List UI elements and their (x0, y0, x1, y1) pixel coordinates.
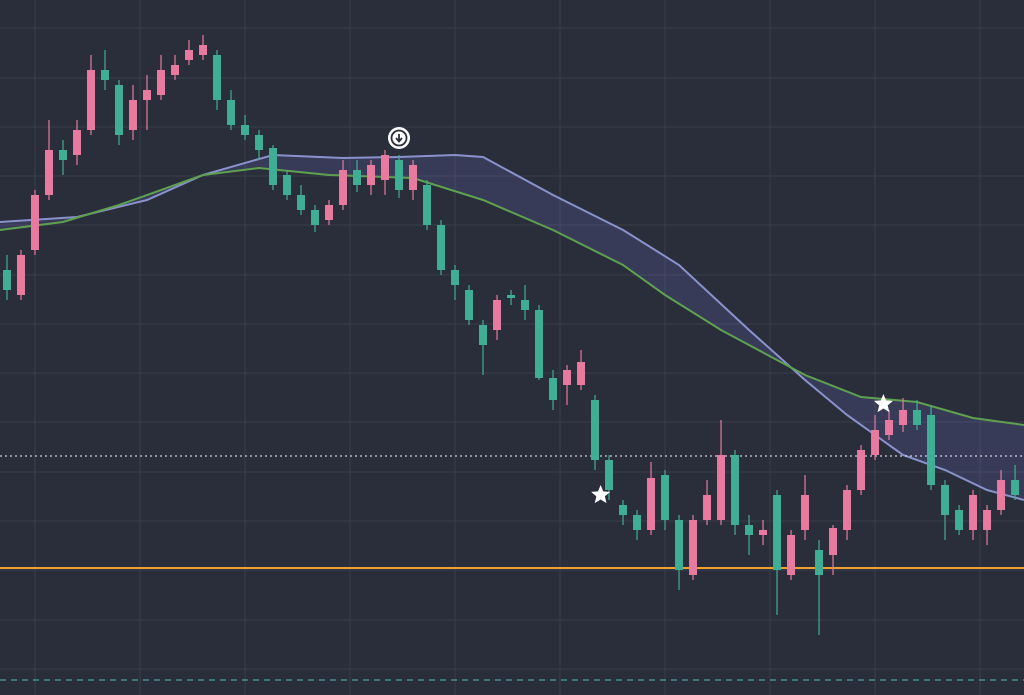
candle-body (283, 175, 292, 195)
candle-body (507, 295, 516, 298)
candle-body (549, 378, 558, 400)
candle-body (297, 195, 306, 210)
candle-body (269, 148, 278, 185)
candle-body (591, 400, 600, 460)
candle-body (157, 70, 166, 95)
candle-body (45, 150, 54, 195)
candle-body (969, 495, 978, 530)
arrow-down-marker (388, 127, 411, 149)
candle-body (857, 450, 866, 490)
candle-body (983, 510, 992, 530)
candle-body (73, 130, 82, 155)
candle-body (213, 55, 222, 100)
candle-body (395, 160, 404, 190)
candle-body (633, 515, 642, 530)
candle-body (703, 495, 712, 520)
candle-body (199, 45, 208, 55)
candle-body (31, 195, 40, 250)
candle-body (87, 70, 96, 130)
candle-body (829, 528, 838, 555)
arrow-glyph (395, 134, 403, 143)
candle-body (437, 225, 446, 270)
candle-body (381, 155, 390, 180)
candle-body (339, 170, 348, 205)
candle-body (801, 495, 810, 530)
candle-body (647, 478, 656, 530)
candle-body (465, 290, 474, 320)
candle-body (913, 410, 922, 425)
candle-body (227, 100, 236, 125)
candle-body (353, 170, 362, 185)
candle-body (773, 495, 782, 570)
candle-body (815, 550, 824, 575)
candle-body (899, 410, 908, 425)
candle-body (675, 520, 684, 570)
candle-body (451, 270, 460, 285)
candle-body (241, 125, 250, 135)
candle-body (367, 165, 376, 185)
candle-body (927, 415, 936, 485)
moving-average-line (0, 166, 1024, 426)
candle-body (745, 525, 754, 535)
candle-body (423, 185, 432, 225)
candle-body (563, 370, 572, 385)
candle-body (605, 460, 614, 490)
candle-body (59, 150, 68, 160)
candle-body (185, 50, 194, 60)
candle-body (479, 325, 488, 345)
candle-body (3, 270, 12, 290)
star-marker (591, 485, 611, 504)
candle-body (171, 65, 180, 75)
candle-body (871, 430, 880, 455)
candle-body (17, 255, 26, 295)
candle-body (129, 100, 138, 130)
candle-body (717, 455, 726, 520)
candle-body (493, 300, 502, 330)
star-marker (873, 394, 893, 413)
candle-body (115, 85, 124, 135)
candle-body (787, 535, 796, 575)
candle-body (731, 455, 740, 525)
candle-body (521, 300, 530, 310)
candle-body (955, 510, 964, 530)
candle-body (759, 530, 768, 535)
candle-body (619, 505, 628, 515)
candle-body (311, 210, 320, 225)
candle-body (997, 480, 1006, 510)
candle-body (941, 485, 950, 515)
candle-body (689, 520, 698, 575)
candle-body (1011, 480, 1020, 495)
candle-body (255, 135, 264, 150)
candle-body (325, 205, 334, 220)
candle-body (843, 490, 852, 530)
candle-body (101, 70, 110, 80)
candle-body (535, 310, 544, 378)
arrow-ring (390, 129, 408, 147)
candle-body (143, 90, 152, 100)
candle-body (885, 420, 894, 435)
candle-body (577, 362, 586, 385)
candle-body (661, 475, 670, 520)
candle-body (409, 165, 418, 190)
